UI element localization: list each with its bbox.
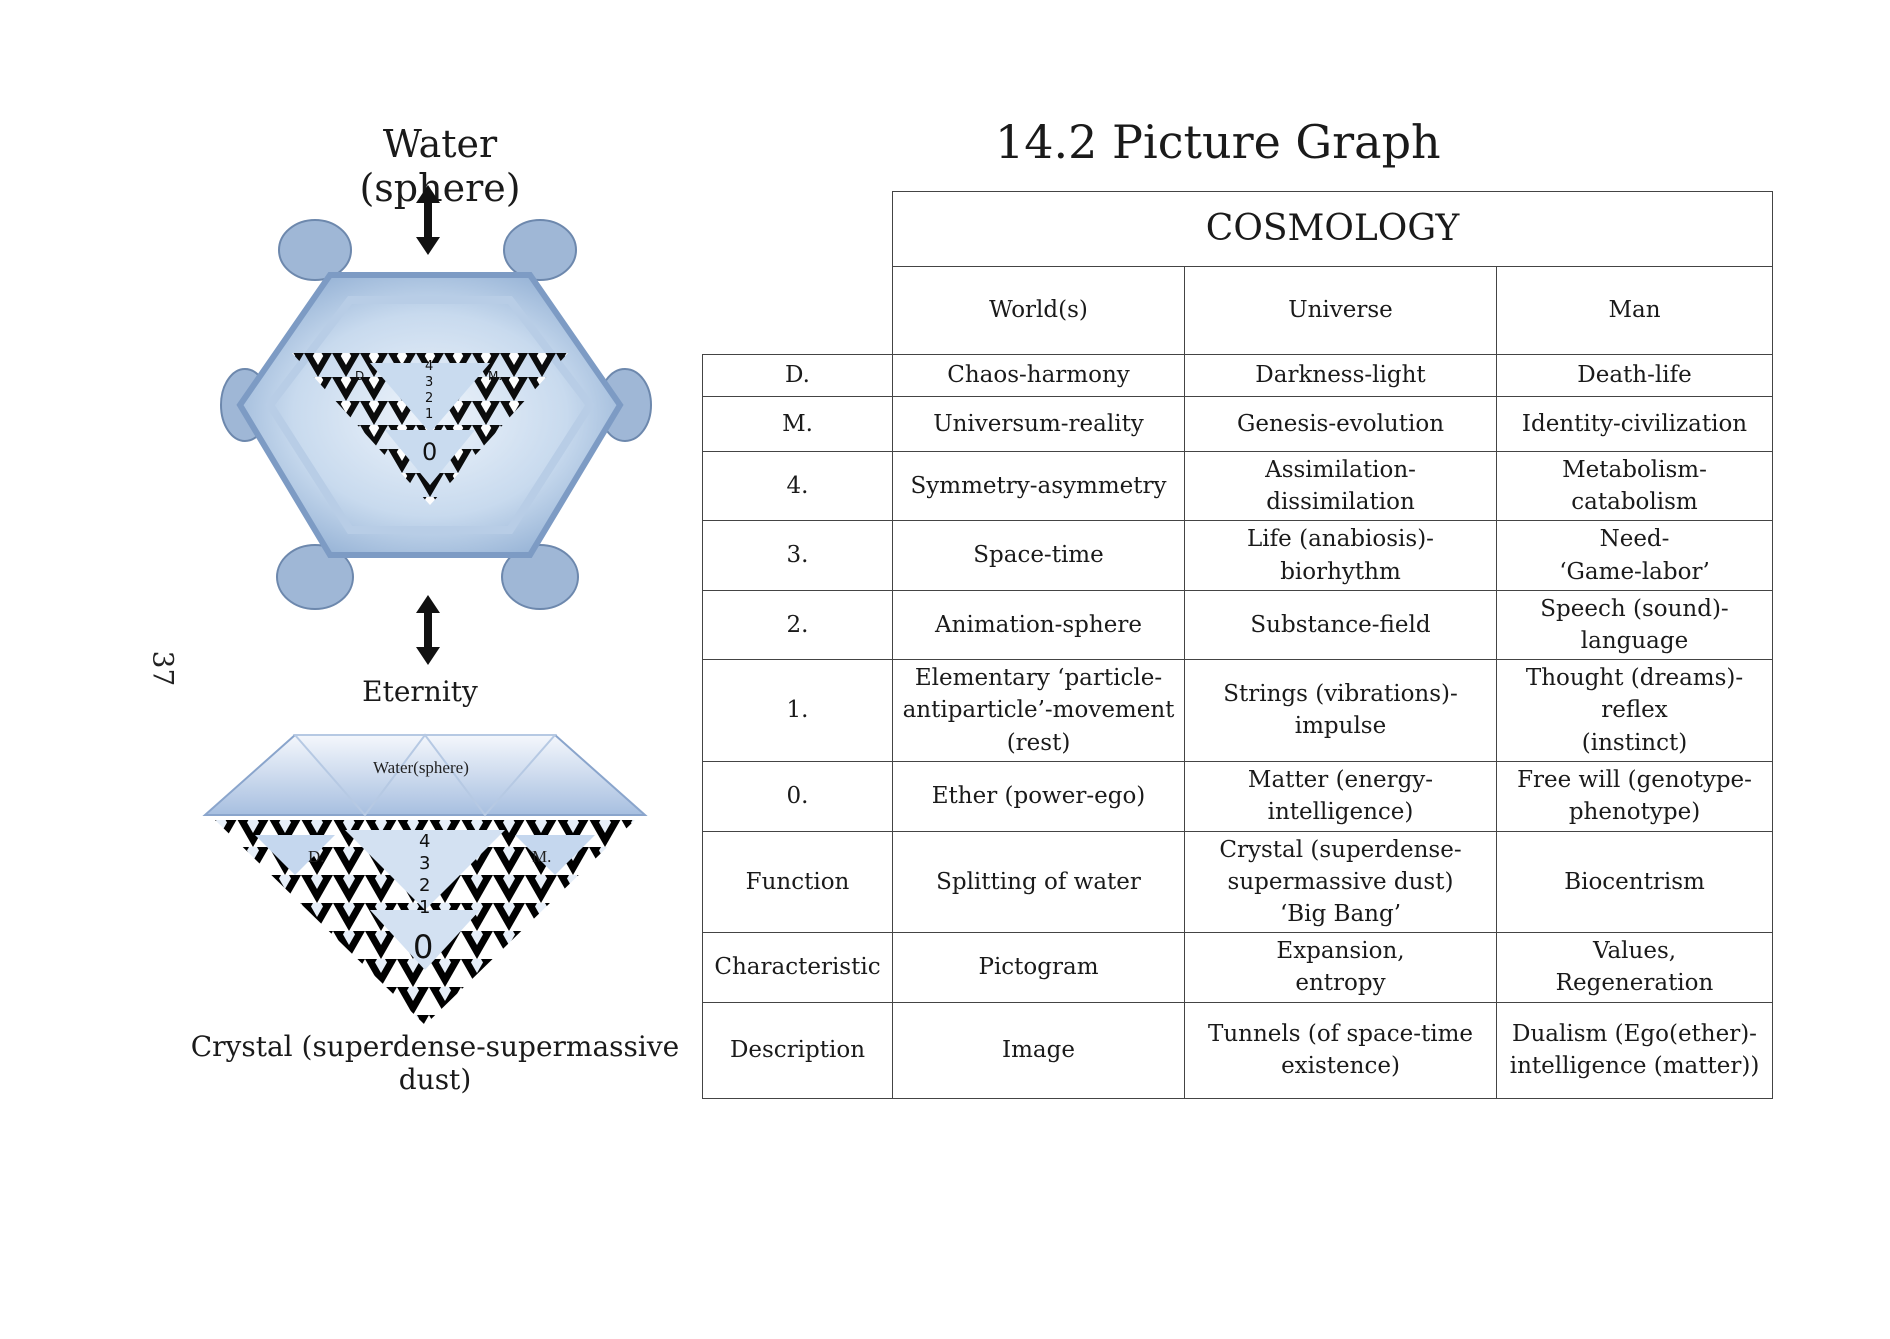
row-label: Characteristic: [702, 932, 893, 1003]
figure-bottom-level-1: 1: [419, 897, 430, 918]
column-header: World(s): [892, 266, 1185, 355]
table-cell: Animation-sphere: [892, 589, 1185, 661]
figure-bottom-level-3: 3: [419, 853, 430, 874]
table-title: COSMOLOGY: [891, 191, 1774, 267]
empty-corner-cell: [702, 266, 893, 355]
table-cell: Tunnels (of space-time existence): [1184, 1001, 1497, 1099]
row-label: 2.: [702, 589, 893, 661]
table-row: Characteristic Pictogram Expansion, entrop…: [702, 932, 1774, 1003]
table-cell: Metabolism-catabolism: [1495, 450, 1774, 522]
row-label: Function: [702, 830, 893, 934]
table-cell: Identity-civilization: [1495, 396, 1774, 452]
table-cell: Biocentrism: [1495, 830, 1774, 934]
figure-top-level-2: 2: [425, 391, 433, 406]
table-cell: Matter (energy-intelligence): [1184, 760, 1497, 832]
row-label: M.: [702, 396, 893, 452]
table-row: D. Chaos-harmony Darkness-light Death-life: [702, 354, 1774, 397]
table-cell: Chaos-harmony: [892, 354, 1185, 397]
table-row: Function Splitting of water Crystal (super…: [702, 830, 1774, 934]
figure-top-label-d: D.: [355, 369, 368, 383]
table-row: 4. Symmetry-asymmetry Assimilation-dissimi…: [702, 450, 1774, 522]
table-cell: Values, Regeneration: [1495, 932, 1774, 1003]
table-row: 2. Animation-sphere Substance-field Speech …: [702, 589, 1774, 661]
table-cell: Expansion, entropy: [1184, 932, 1497, 1003]
diamond-crystal-figure: Water(sphere) D. M. 4 3 2 1 0: [202, 733, 648, 1025]
table-cell: Ether (power-ego): [892, 760, 1185, 832]
arrow-up-down-icon: [416, 595, 440, 665]
table-cell: Space-time: [892, 520, 1185, 591]
figure-top-label-m: M.: [488, 369, 502, 383]
row-label: Description: [702, 1001, 893, 1099]
table-row: 1. Elementary ‘particle- antiparticle’-mo…: [702, 659, 1774, 762]
figure-top-level-3: 3: [425, 375, 433, 390]
row-label: 4.: [702, 450, 893, 522]
table-cell: Dualism (Ego(ether)- intelligence (matte…: [1495, 1001, 1774, 1099]
figure-bottom-label-d: D.: [308, 847, 325, 866]
table-cell: Substance-field: [1184, 589, 1497, 661]
table-cell: Strings (vibrations)-impulse: [1184, 659, 1497, 762]
figure-top-caption: Eternity: [362, 675, 478, 708]
page-number: 37: [146, 650, 180, 687]
table-cell: Darkness-light: [1184, 354, 1497, 397]
table-row: M. Universum-reality Genesis-evolution Iden…: [702, 396, 1774, 452]
table-cell: Free will (genotype- phenotype): [1495, 760, 1774, 832]
figure-top-level-4: 4: [425, 359, 433, 374]
table-cell: Pictogram: [892, 932, 1185, 1003]
table-cell: Universum-reality: [892, 396, 1185, 452]
row-label: 0.: [702, 760, 893, 832]
table-row: 0. Ether (power-ego) Matter (energy-intell…: [702, 760, 1774, 832]
column-header: Man: [1495, 266, 1774, 355]
figure-bottom-zero: 0: [413, 928, 433, 966]
table-cell: Splitting of water: [892, 830, 1185, 934]
table-row: Description Image Tunnels (of space-time e…: [702, 1001, 1774, 1099]
figure-bottom-label-m: M.: [532, 847, 551, 866]
table-cell: Symmetry-asymmetry: [892, 450, 1185, 522]
water-crystal-figure: D. M. 4 3 2 1 0: [220, 185, 652, 665]
table-cell: Genesis-evolution: [1184, 396, 1497, 452]
figure-bottom-level-2: 2: [419, 875, 430, 896]
empty-corner-cell: [702, 191, 893, 267]
section-title: 14.2 Picture Graph: [995, 115, 1441, 169]
figure-bottom-top-label: Water(sphere): [373, 758, 469, 777]
figure-top-title: Water (sphere): [359, 122, 521, 210]
figure-bottom-level-4: 4: [419, 831, 430, 852]
table-cell: Need- ‘Game-labor’: [1495, 520, 1774, 591]
table-cell: Death-life: [1495, 354, 1774, 397]
arrow-up-down-icon: [416, 185, 440, 255]
cosmology-table: COSMOLOGY World(s) Universe Man D. Chaos-…: [702, 191, 1774, 1099]
row-label: 3.: [702, 520, 893, 591]
table-cell: Life (anabiosis)-biorhythm: [1184, 520, 1497, 591]
table-cell: Speech (sound)- language: [1495, 589, 1774, 661]
figure-bottom-caption: Crystal (superdense-supermassive dust): [190, 1030, 680, 1096]
row-label: 1.: [702, 659, 893, 762]
figure-top-level-1: 1: [425, 407, 433, 422]
table-cell: Assimilation-dissimilation: [1184, 450, 1497, 522]
table-cell: Image: [892, 1001, 1185, 1099]
table-row: 3. Space-time Life (anabiosis)-biorhythm Ne…: [702, 520, 1774, 591]
column-header: Universe: [1184, 266, 1497, 355]
table-body: D. Chaos-harmony Darkness-light Death-life M…: [702, 354, 1774, 1099]
figure-top-zero: 0: [422, 438, 437, 466]
table-cell: Thought (dreams)-reflex (instinct): [1495, 659, 1774, 762]
row-label: D.: [702, 354, 893, 397]
table-cell: Elementary ‘particle- antiparticle’-move…: [892, 659, 1185, 762]
table-cell: Crystal (superdense- supermassive dust) …: [1184, 830, 1497, 934]
